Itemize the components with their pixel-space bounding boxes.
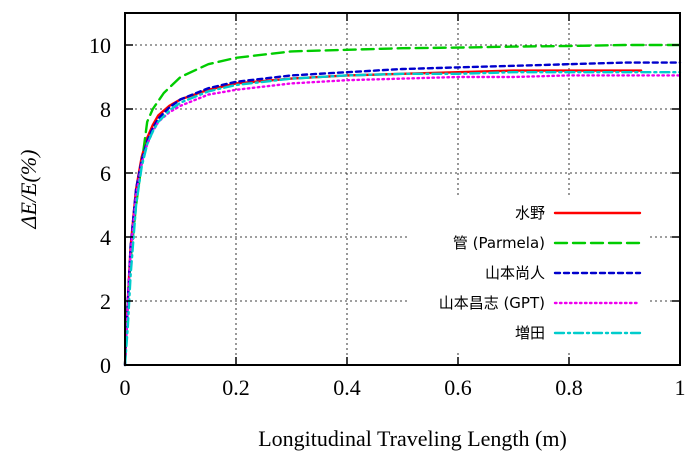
y-tick-label: 4	[100, 225, 111, 250]
x-tick-label: 0.6	[444, 375, 472, 400]
y-tick-label: 10	[89, 33, 111, 58]
y-tick-label: 2	[100, 289, 111, 314]
legend-label-0: 水野	[515, 204, 545, 222]
legend-label-3: 山本昌志 (GPT)	[439, 294, 545, 312]
x-axis-label: Longitudinal Traveling Length (m)	[258, 426, 567, 451]
y-tick-label: 6	[100, 161, 111, 186]
y-tick-label: 0	[100, 353, 111, 378]
series-layer	[123, 43, 682, 367]
x-tick-label: 1	[675, 375, 686, 400]
series-line-3	[123, 74, 682, 367]
y-tick-label: 8	[100, 97, 111, 122]
x-tick-label: 0	[120, 375, 131, 400]
x-tick-label: 0.4	[333, 375, 361, 400]
legend-label-2: 山本尚人	[485, 264, 545, 282]
x-tick-label: 0.8	[555, 375, 583, 400]
grid-lines	[125, 13, 680, 365]
series-line-4	[123, 70, 682, 367]
x-tick-label: 0.2	[222, 375, 250, 400]
series-line-1	[123, 43, 682, 367]
legend-background	[410, 198, 650, 352]
y-axis-label: ΔE/E(%)	[16, 150, 41, 230]
plot-frame	[124, 12, 681, 366]
legend-label-4: 増田	[515, 324, 545, 342]
legend-label-1: 管 (Parmela)	[453, 234, 545, 252]
